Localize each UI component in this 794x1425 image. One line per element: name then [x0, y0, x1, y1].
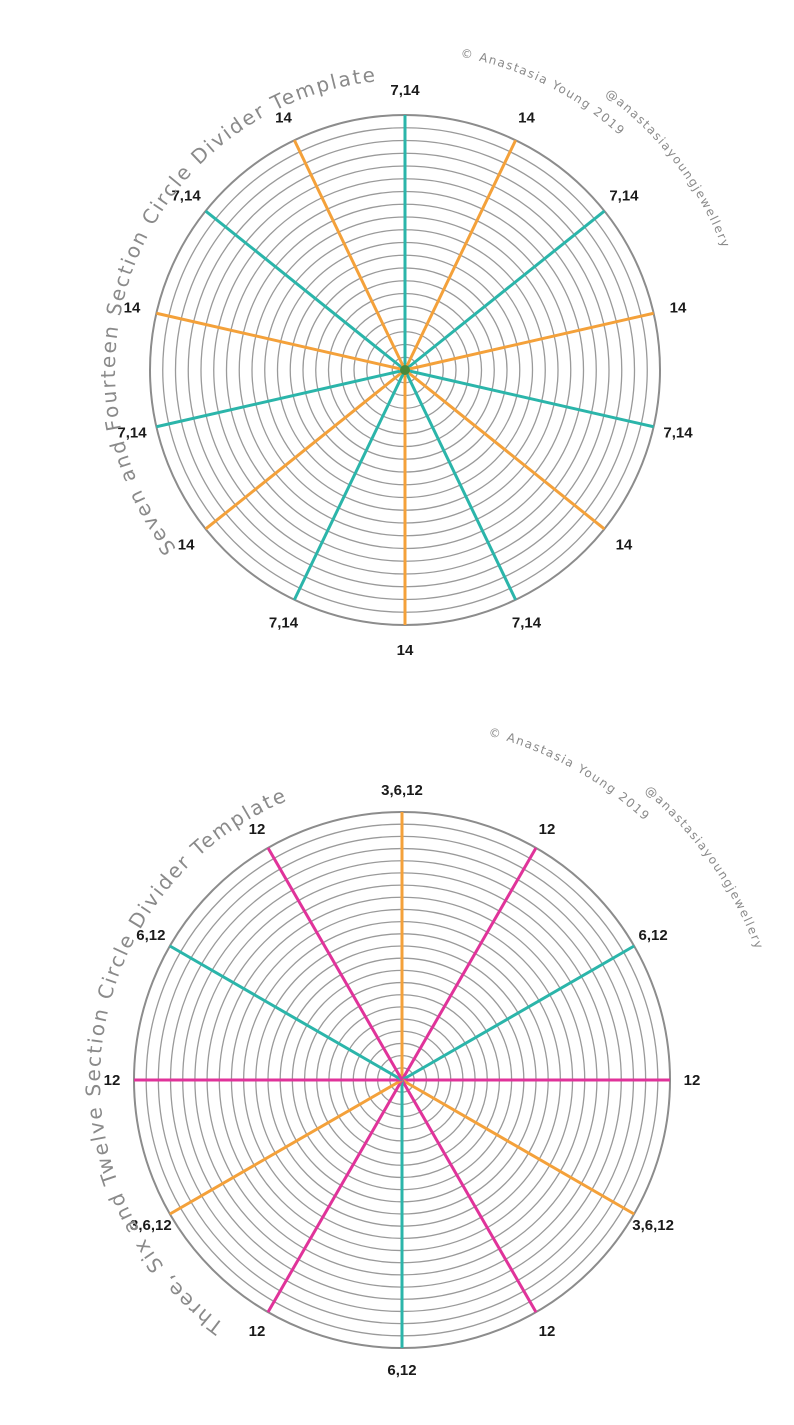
- spoke-line: [404, 368, 654, 429]
- spoke-label: 14: [670, 300, 687, 317]
- spoke-line: [401, 944, 635, 1082]
- spoke-label: 6,12: [639, 927, 668, 944]
- spoke-line: [404, 368, 606, 531]
- seven-fourteen-template: 7,14 14 7,14 14 7,14 14 7,14 14 7,14 14 7,14 14 7,14…: [96, 46, 733, 659]
- spoke-label: 14: [518, 110, 535, 127]
- spoke-line: [401, 1078, 635, 1216]
- spoke-label: 12: [684, 1072, 701, 1089]
- spoke-line: [403, 369, 517, 601]
- spoke-label: 7,14: [390, 82, 420, 99]
- center-dot: [400, 365, 410, 375]
- spoke-line: [400, 847, 538, 1081]
- spoke-line: [293, 369, 407, 601]
- spoke-line: [404, 209, 606, 372]
- copyright-credit: © Anastasia Young 2019: [487, 725, 653, 824]
- spoke-label: 12: [249, 1323, 266, 1340]
- spoke-label: 14: [397, 642, 414, 659]
- spoke-label: 12: [104, 1072, 121, 1089]
- spoke-label: 6,12: [136, 927, 165, 944]
- spoke-label: 14: [616, 537, 633, 554]
- spoke-line: [204, 209, 406, 372]
- spoke-label: 7,14: [609, 187, 639, 204]
- spoke-line: [404, 311, 654, 372]
- spoke-line: [169, 944, 403, 1082]
- spoke-label: 3,6,12: [632, 1217, 674, 1234]
- spoke-line: [293, 139, 407, 371]
- spoke-label: 14: [124, 300, 141, 317]
- spoke-line: [169, 1078, 403, 1216]
- spoke-label: 7,14: [117, 424, 147, 441]
- spoke-line: [403, 139, 517, 371]
- spoke-label: 3,6,12: [381, 782, 423, 799]
- spoke-label: 12: [539, 1323, 556, 1340]
- spoke-label: 12: [249, 821, 266, 838]
- three-six-twelve-template: 3,6,12 12 6,12 12 3,6,12 12 6,12 12 3,6,12 12 6,12…: [81, 725, 765, 1379]
- template-title: Three, Six and Twelve Section Circle Div…: [81, 783, 291, 1341]
- spoke-line: [156, 311, 406, 372]
- spoke-line: [266, 1079, 404, 1313]
- spoke-line: [266, 847, 404, 1081]
- spoke-label: 6,12: [387, 1362, 416, 1379]
- spoke-line: [156, 368, 406, 429]
- spoke-label: 12: [539, 821, 556, 838]
- spoke-line: [204, 368, 406, 531]
- spoke-line: [400, 1079, 538, 1313]
- spoke-label: 7,14: [512, 614, 542, 631]
- spoke-label: 14: [178, 537, 195, 554]
- spoke-label: 7,14: [663, 424, 693, 441]
- spoke-label: 3,6,12: [130, 1217, 172, 1234]
- spoke-label: 7,14: [269, 614, 299, 631]
- instagram-handle: @anastasiayoungjewellery: [603, 86, 733, 250]
- spoke-label: 7,14: [171, 187, 201, 204]
- spoke-label: 14: [275, 110, 292, 127]
- copyright-credit: © Anastasia Young 2019: [460, 46, 628, 139]
